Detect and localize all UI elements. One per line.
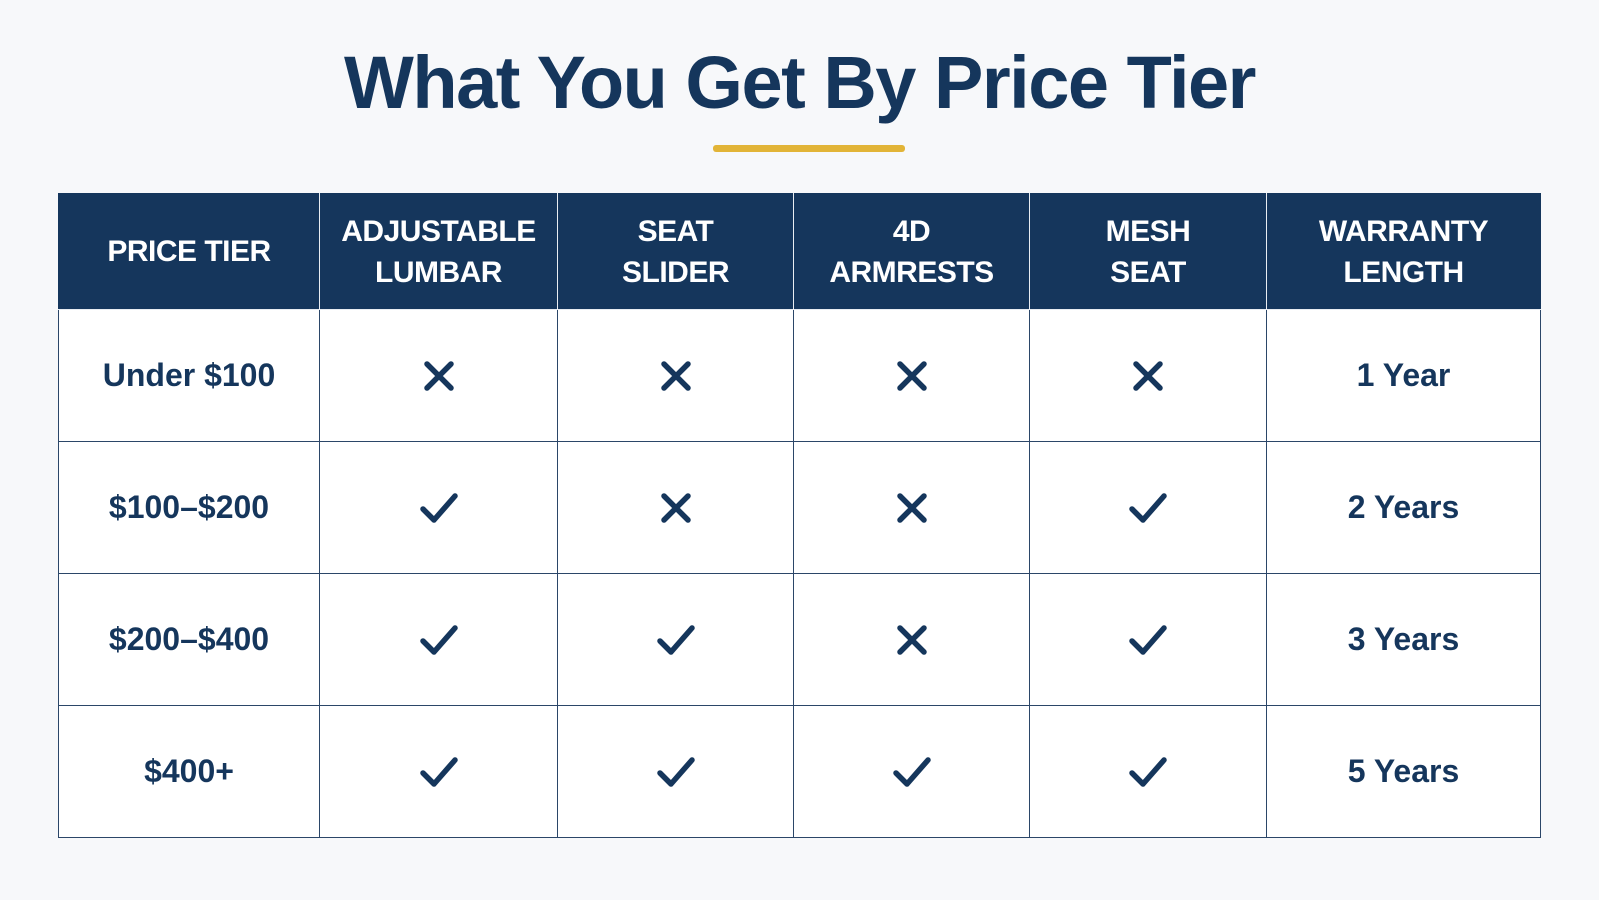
feature-cell xyxy=(1029,441,1267,574)
checkmark-icon xyxy=(1127,751,1169,793)
cross-icon xyxy=(891,487,933,529)
header-price-tier: PRICE TIER xyxy=(58,193,320,310)
feature-cell xyxy=(319,441,558,574)
warranty-cell: 5 Years xyxy=(1266,705,1541,838)
feature-cell xyxy=(557,573,794,706)
feature-cell xyxy=(1029,705,1267,838)
header-label: ADJUSTABLE xyxy=(341,214,536,248)
warranty-cell: 3 Years xyxy=(1266,573,1541,706)
checkmark-icon xyxy=(418,751,460,793)
feature-cell xyxy=(1029,309,1267,442)
title-underline xyxy=(713,145,905,152)
feature-cell xyxy=(319,705,558,838)
feature-cell xyxy=(793,705,1030,838)
feature-cell xyxy=(319,573,558,706)
checkmark-icon xyxy=(655,751,697,793)
feature-cell xyxy=(557,309,794,442)
cross-icon xyxy=(418,355,460,397)
header-label: LENGTH xyxy=(1343,255,1464,289)
feature-cell xyxy=(557,441,794,574)
table-row: Under $100 1 Year xyxy=(58,309,1541,442)
checkmark-icon xyxy=(655,619,697,661)
table-header-row: PRICE TIER ADJUSTABLE LUMBAR SEAT SLIDER… xyxy=(58,193,1541,310)
feature-cell xyxy=(793,573,1030,706)
price-tier-cell: $100–$200 xyxy=(58,441,320,574)
header-label: PRICE TIER xyxy=(107,235,271,268)
header-label: SLIDER xyxy=(621,255,730,289)
feature-cell xyxy=(793,441,1030,574)
warranty-cell: 2 Years xyxy=(1266,441,1541,574)
cross-icon xyxy=(891,619,933,661)
checkmark-icon xyxy=(1127,487,1169,529)
price-tier-cell: Under $100 xyxy=(58,309,320,442)
header-adjustable-lumbar: ADJUSTABLE LUMBAR xyxy=(319,193,558,310)
header-label: SEAT xyxy=(1110,255,1186,289)
header-4d-armrests: 4D ARMRESTS xyxy=(793,193,1030,310)
price-tier-cell: $200–$400 xyxy=(58,573,320,706)
checkmark-icon xyxy=(418,487,460,529)
price-tier-cell: $400+ xyxy=(58,705,320,838)
header-label: SEAT xyxy=(637,214,714,248)
feature-cell xyxy=(557,705,794,838)
table-row: $100–$200 2 Years xyxy=(58,441,1541,574)
checkmark-icon xyxy=(418,619,460,661)
price-tier-table: PRICE TIER ADJUSTABLE LUMBAR SEAT SLIDER… xyxy=(58,193,1541,838)
header-label: 4D xyxy=(892,214,931,248)
table-row: $400+ 5 Years xyxy=(58,705,1541,838)
header-label: WARRANTY xyxy=(1318,214,1489,248)
table-row: $200–$400 3 Years xyxy=(58,573,1541,706)
header-seat-slider: SEAT SLIDER xyxy=(557,193,794,310)
cross-icon xyxy=(655,355,697,397)
feature-cell xyxy=(793,309,1030,442)
header-warranty-length: WARRANTY LENGTH xyxy=(1266,193,1541,310)
cross-icon xyxy=(655,487,697,529)
feature-cell xyxy=(319,309,558,442)
checkmark-icon xyxy=(1127,619,1169,661)
header-label: ARMRESTS xyxy=(829,255,994,289)
page-title: What You Get By Price Tier xyxy=(344,41,1256,124)
checkmark-icon xyxy=(891,751,933,793)
header-label: MESH xyxy=(1105,214,1191,248)
cross-icon xyxy=(1127,355,1169,397)
cross-icon xyxy=(891,355,933,397)
header-mesh-seat: MESH SEAT xyxy=(1029,193,1267,310)
warranty-cell: 1 Year xyxy=(1266,309,1541,442)
header-label: LUMBAR xyxy=(375,255,502,289)
feature-cell xyxy=(1029,573,1267,706)
